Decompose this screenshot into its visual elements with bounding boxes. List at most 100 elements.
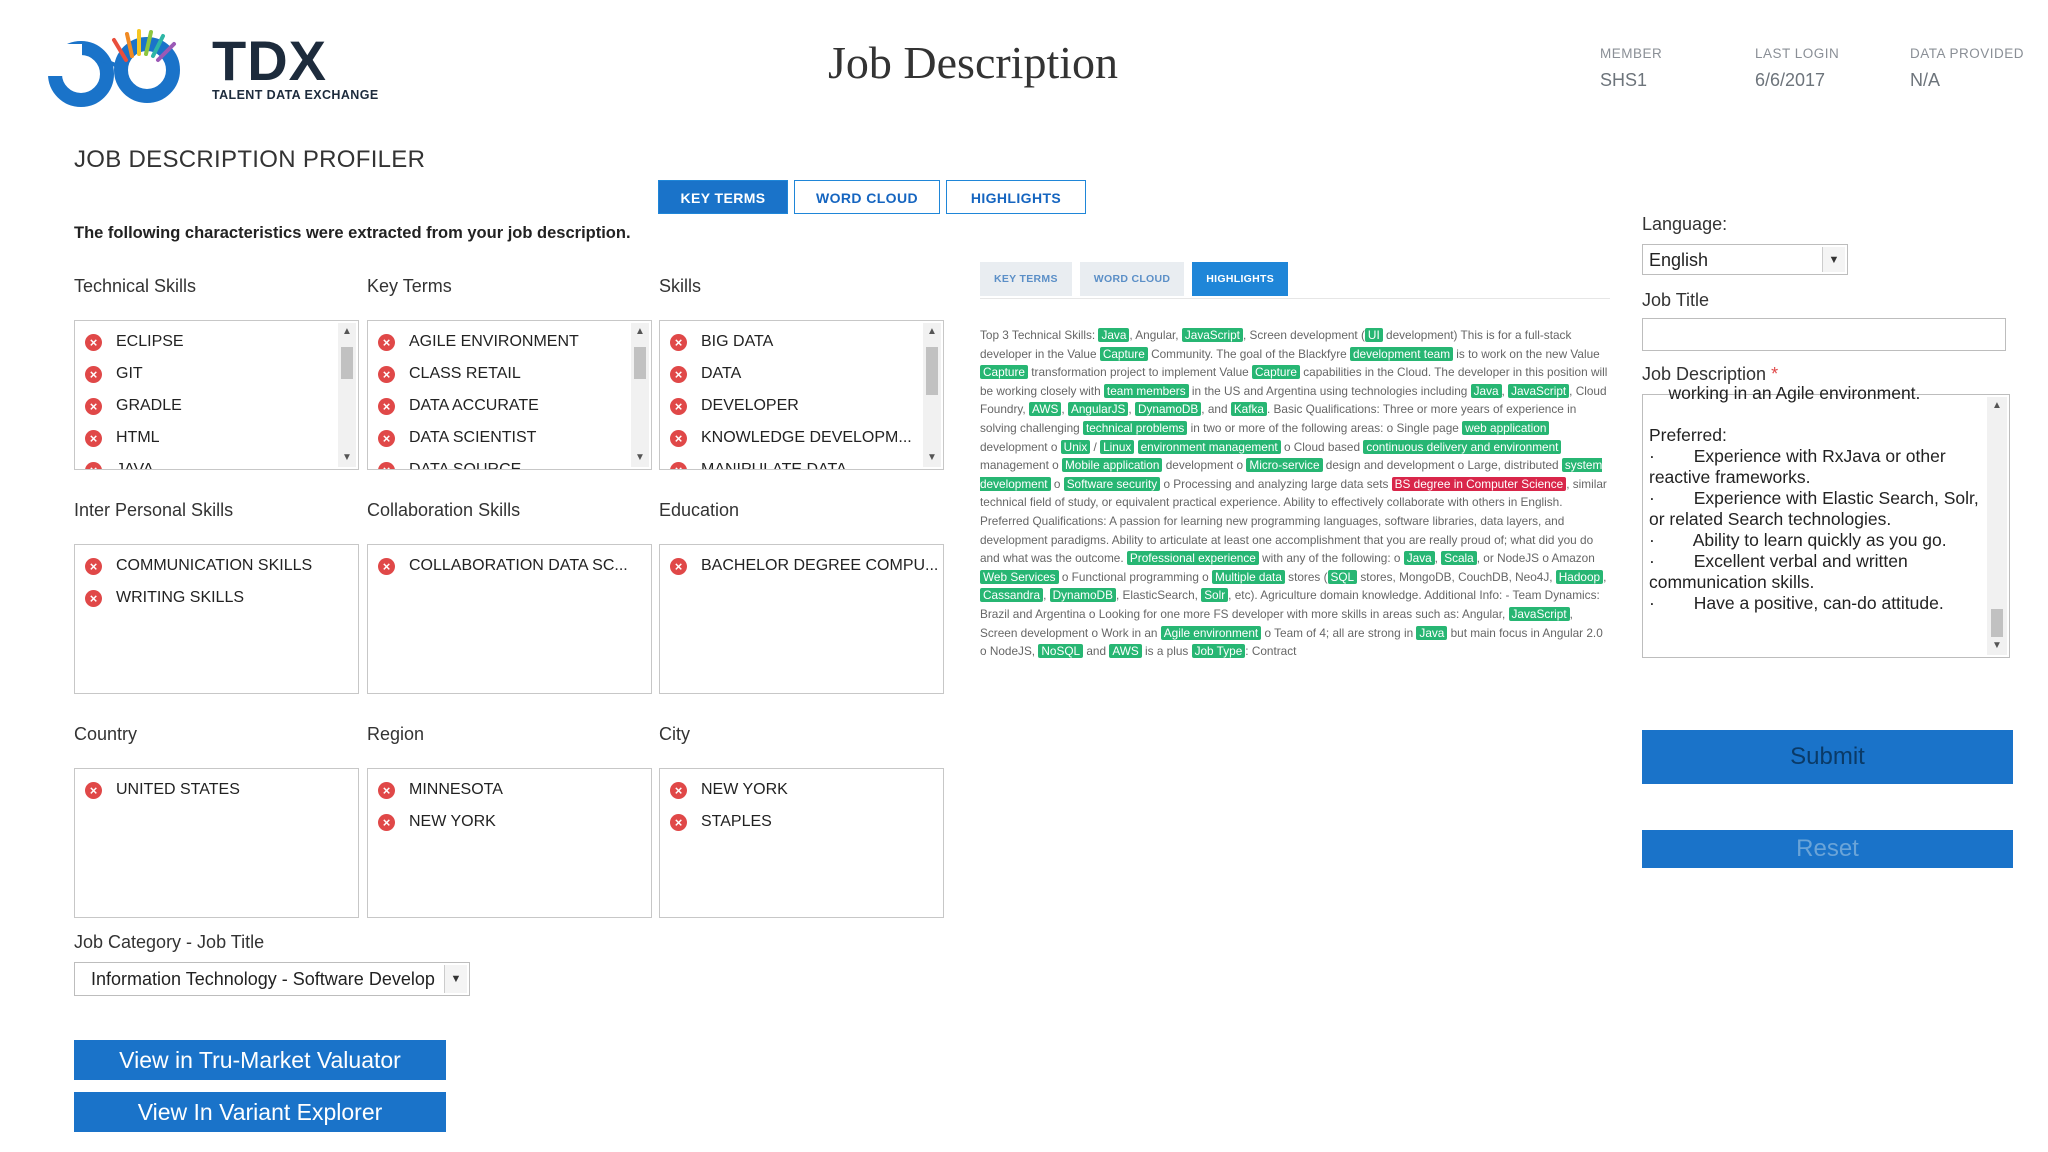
highlight-term: Kafka: [1230, 402, 1267, 417]
highlight-term: NoSQL: [1038, 644, 1084, 659]
job-category-select[interactable]: Information Technology - Software Develo…: [74, 962, 470, 996]
list-item-label: BIG DATA: [701, 333, 774, 350]
tab-word-cloud[interactable]: WORD CLOUD: [794, 180, 940, 214]
highlight-term: development team: [1349, 346, 1454, 361]
list-item-label: DATA SCIENTIST: [409, 429, 537, 446]
scroll-up-icon[interactable]: ▲: [635, 326, 645, 337]
scroll-up-icon[interactable]: ▲: [1992, 400, 2002, 411]
job-title-input[interactable]: [1642, 318, 2006, 351]
remove-icon[interactable]: ×: [670, 813, 687, 831]
scroll-up-icon[interactable]: ▲: [927, 326, 937, 337]
preview-text: development) This is for a full-stack de…: [980, 328, 1572, 361]
remove-icon[interactable]: ×: [85, 397, 102, 415]
list-item-label: MANIPULATE DATA: [701, 461, 847, 470]
preview-tab-key-terms[interactable]: KEY TERMS: [980, 262, 1072, 296]
remove-icon[interactable]: ×: [378, 365, 395, 383]
tab-key-terms[interactable]: KEY TERMS: [658, 180, 788, 214]
preview-text: , similar technical field of study, or e…: [980, 476, 1607, 566]
remove-icon[interactable]: ×: [670, 429, 687, 447]
list-item: × NEW YORK: [368, 806, 651, 838]
preview-text: o Processing and analyzing large data se…: [1160, 476, 1392, 491]
list-item-label: DATA ACCURATE: [409, 397, 539, 414]
remove-icon[interactable]: ×: [670, 365, 687, 383]
preview-tab-word-cloud[interactable]: WORD CLOUD: [1079, 262, 1185, 296]
job-description-scrollbar[interactable]: ▲ ▼: [1987, 397, 2007, 655]
remove-icon[interactable]: ×: [85, 365, 102, 383]
highlight-term: Cassandra: [980, 588, 1044, 603]
list-item: × BIG DATA: [660, 326, 943, 358]
remove-icon[interactable]: ×: [378, 557, 395, 575]
highlight-term: Capture: [1099, 346, 1148, 361]
scroll-down-icon[interactable]: ▼: [635, 452, 645, 463]
reset-button[interactable]: Reset: [1642, 830, 2013, 868]
list-item: × DATA SOURCE: [368, 454, 651, 469]
list-item: × JAVA: [75, 454, 358, 469]
technical-skills-label: Technical Skills: [74, 276, 197, 296]
remove-icon[interactable]: ×: [85, 429, 102, 447]
logo-mark-icon: [44, 29, 180, 107]
job-category-value: Information Technology - Software Develo…: [91, 969, 435, 989]
language-select[interactable]: English ▼: [1642, 244, 1848, 275]
preview-text: ,: [1501, 383, 1509, 398]
preview-text: ,: [1603, 569, 1607, 584]
remove-icon[interactable]: ×: [670, 781, 687, 799]
chevron-down-icon[interactable]: ▼: [444, 965, 467, 993]
chevron-down-icon[interactable]: ▼: [1822, 247, 1845, 272]
remove-icon[interactable]: ×: [85, 557, 102, 575]
inter-personal-list: × COMMUNICATION SKILLS × WRITING SKILLS: [74, 544, 359, 694]
highlight-term: environment management: [1137, 439, 1281, 454]
job-description-text: working in an Agile environment. Preferr…: [1649, 383, 1979, 613]
list-item-label: KNOWLEDGE DEVELOPM...: [701, 429, 912, 446]
preview-text: and: [1083, 644, 1110, 659]
key-terms-label: Key Terms: [367, 276, 452, 296]
scroll-down-icon[interactable]: ▼: [927, 452, 937, 463]
scroll-down-icon[interactable]: ▼: [1992, 640, 2002, 651]
list-item-label: ECLIPSE: [116, 333, 184, 350]
submit-button[interactable]: Submit: [1642, 730, 2013, 784]
remove-icon[interactable]: ×: [85, 781, 102, 799]
list-item: × NEW YORK: [660, 774, 943, 806]
highlight-term: Java: [1416, 625, 1448, 640]
brand-tagline: TALENT DATA EXCHANGE: [212, 88, 379, 102]
remove-icon[interactable]: ×: [85, 461, 102, 469]
highlight-term: Unix: [1060, 439, 1091, 454]
remove-icon[interactable]: ×: [378, 429, 395, 447]
skills-scrollbar[interactable]: ▲ ▼: [923, 323, 941, 467]
technical-skills-scrollbar[interactable]: ▲ ▼: [338, 323, 356, 467]
remove-icon[interactable]: ×: [378, 781, 395, 799]
view-explorer-button[interactable]: View In Variant Explorer: [74, 1092, 446, 1132]
remove-icon[interactable]: ×: [670, 333, 687, 351]
remove-icon[interactable]: ×: [378, 397, 395, 415]
list-item: × WRITING SKILLS: [75, 582, 358, 614]
remove-icon[interactable]: ×: [378, 461, 395, 469]
skills-label: Skills: [659, 276, 702, 296]
highlight-term: Job Type: [1191, 644, 1246, 659]
preview-text: o Cloud based: [1280, 439, 1364, 454]
remove-icon[interactable]: ×: [670, 397, 687, 415]
key-terms-scrollbar[interactable]: ▲ ▼: [631, 323, 649, 467]
job-description-textarea[interactable]: working in an Agile environment. Preferr…: [1642, 383, 2010, 658]
view-valuator-button[interactable]: View in Tru-Market Valuator: [74, 1040, 446, 1080]
remove-icon[interactable]: ×: [85, 589, 102, 607]
preview-text: o Team of 4; all are strong in: [1261, 625, 1417, 640]
scroll-down-icon[interactable]: ▼: [342, 452, 352, 463]
preview-tab-highlights[interactable]: HIGHLIGHTS: [1192, 262, 1289, 296]
tdx-logo: [44, 22, 364, 122]
list-item: × DATA SCIENTIST: [368, 422, 651, 454]
section-title: JOB DESCRIPTION PROFILER: [74, 146, 426, 173]
list-item-label: DATA: [701, 365, 742, 382]
tab-highlights[interactable]: HIGHLIGHTS: [946, 180, 1086, 214]
preview-text: , Screen development o Work in an: [980, 606, 1573, 640]
list-item: × AGILE ENVIRONMENT: [368, 326, 651, 358]
highlight-term: SQL: [1327, 569, 1358, 584]
preview-text: management o: [980, 458, 1062, 473]
remove-icon[interactable]: ×: [378, 813, 395, 831]
remove-icon[interactable]: ×: [670, 461, 687, 469]
city-label: City: [659, 724, 690, 744]
remove-icon[interactable]: ×: [670, 557, 687, 575]
preview-text: is a plus: [1141, 644, 1192, 659]
region-label: Region: [367, 724, 425, 744]
remove-icon[interactable]: ×: [85, 333, 102, 351]
scroll-up-icon[interactable]: ▲: [342, 326, 352, 337]
remove-icon[interactable]: ×: [378, 333, 395, 351]
